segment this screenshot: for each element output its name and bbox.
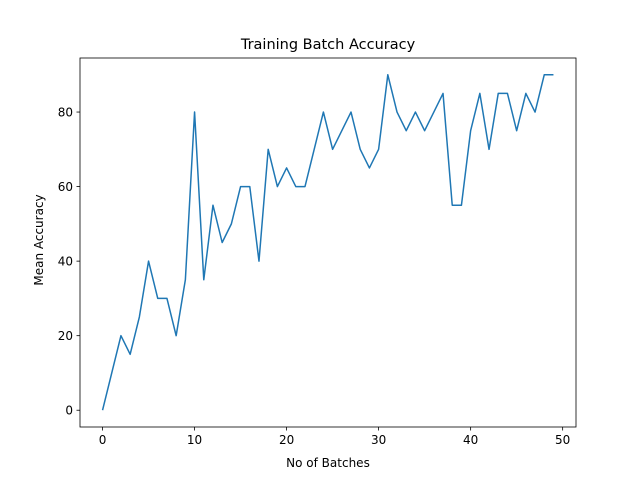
x-tick-label-0: 0 (99, 433, 107, 447)
y-tick-label-0: 0 (65, 404, 73, 418)
x-tick-label-50: 50 (555, 433, 570, 447)
y-axis-label: Mean Accuracy (32, 194, 46, 285)
x-tick-label-30: 30 (371, 433, 386, 447)
plot-area: 0 10 20 30 40 50 0 20 40 60 80 (58, 57, 577, 447)
y-tick-label-60: 60 (58, 180, 73, 194)
x-axis-label: No of Batches (286, 456, 370, 470)
x-tick-label-10: 10 (187, 433, 202, 447)
y-tick-label-40: 40 (58, 255, 73, 269)
x-tick-label-40: 40 (463, 433, 478, 447)
chart-title: Training Batch Accuracy (240, 37, 416, 53)
y-tick-label-20: 20 (58, 329, 73, 343)
y-tick-label-80: 80 (58, 106, 73, 120)
series-line-0 (101, 74, 554, 411)
x-tick-label-20: 20 (279, 433, 294, 447)
axes-frame (79, 57, 577, 428)
